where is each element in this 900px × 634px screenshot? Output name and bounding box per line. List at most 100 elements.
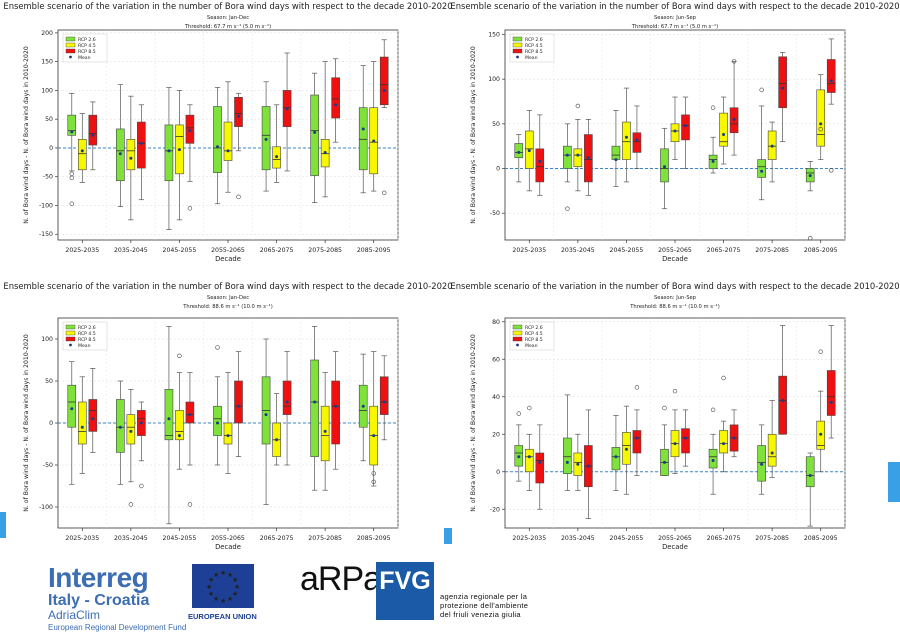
mean-marker xyxy=(313,130,317,134)
legend-mean-label: Mean xyxy=(525,343,538,349)
y-tick-label: -100 xyxy=(39,504,53,511)
outlier-marker xyxy=(662,405,667,411)
y-tick-label: 50 xyxy=(492,121,500,128)
box-rcp26 xyxy=(67,384,77,428)
arpa-line-2: protezione dell'ambiente xyxy=(440,601,529,610)
legend-mean-label: Mean xyxy=(78,55,91,61)
mean-marker xyxy=(285,400,289,404)
chart-title: Ensemble scenario of the variation in th… xyxy=(3,1,452,11)
mean-marker xyxy=(177,434,181,438)
svg-text:★: ★ xyxy=(208,576,214,584)
outlier-marker xyxy=(710,407,716,413)
outlier-marker xyxy=(371,479,376,484)
mean-marker xyxy=(323,151,327,155)
mean-marker xyxy=(118,152,122,156)
mean-marker xyxy=(781,399,785,402)
x-tick-label: 2075-2085 xyxy=(755,247,789,254)
outlier-marker xyxy=(710,105,716,110)
arpa-line-1: agenzia regionale per la xyxy=(440,592,528,601)
mean-marker xyxy=(70,407,74,411)
y-tick-label: 20 xyxy=(492,431,500,438)
box-rcp45 xyxy=(670,123,680,143)
mean-marker xyxy=(188,413,192,417)
y-tick-label: -100 xyxy=(39,202,53,209)
adriaclim-label: AdriaClim xyxy=(48,608,101,622)
mean-marker xyxy=(538,460,542,464)
legend-rcp45-label: RCP 4.5 xyxy=(78,43,96,49)
mean-marker xyxy=(129,156,133,160)
outlier-marker xyxy=(808,236,813,241)
svg-text:★: ★ xyxy=(220,569,226,577)
x-tick-label: 2085-2095 xyxy=(357,247,391,254)
y-axis-label: N. of Bora wind days - N. of Bora wind d… xyxy=(23,46,30,224)
box-rcp45 xyxy=(816,89,826,147)
x-tick-label: 2035-2045 xyxy=(561,247,595,254)
y-tick-label: 100 xyxy=(41,87,53,94)
y-tick-label: 150 xyxy=(41,59,53,66)
arpa-line-3: del friuli venezia giulia xyxy=(440,610,521,619)
y-tick-label: 0 xyxy=(49,145,53,152)
arpa-logo-text: aRPa xyxy=(300,560,382,598)
y-tick-label: 0 xyxy=(496,166,500,173)
chart-season-label: Season: Jan-Dec xyxy=(207,295,249,301)
italy-croatia-label: Italy - Croatia xyxy=(48,592,150,609)
outlier-marker xyxy=(634,385,640,390)
mean-marker xyxy=(576,462,580,466)
svg-text:★: ★ xyxy=(208,590,214,598)
box-rcp85 xyxy=(234,380,243,424)
chart-threshold-label: Threshold: 88.6 m s⁻¹ (10.0 m s⁻¹) xyxy=(629,304,720,310)
y-tick-label: 40 xyxy=(492,394,500,401)
box-rcp45 xyxy=(524,448,534,473)
legend-mean-marker xyxy=(69,55,72,59)
mean-marker xyxy=(711,459,715,462)
y-tick-label: 200 xyxy=(41,30,53,37)
legend-mean-label: Mean xyxy=(525,55,538,61)
box-rcp85 xyxy=(681,428,690,454)
outlier-marker xyxy=(575,103,581,109)
box-rcp26 xyxy=(805,456,815,488)
box-rcp85 xyxy=(778,56,787,109)
mean-marker xyxy=(760,462,764,466)
y-tick-label: -50 xyxy=(490,210,500,217)
legend-rcp45-swatch xyxy=(65,330,76,336)
x-axis-label: Decade xyxy=(215,543,241,551)
box-rcp26 xyxy=(164,389,174,441)
mean-marker xyxy=(237,404,240,408)
x-tick-label: 2045-2055 xyxy=(163,535,197,542)
legend-rcp26-label: RCP 2.6 xyxy=(525,325,543,331)
mean-marker xyxy=(275,155,279,159)
outlier-marker xyxy=(818,126,823,132)
x-tick-label: 2055-2065 xyxy=(658,247,692,254)
box-rcp26 xyxy=(310,94,319,176)
box-rcp26 xyxy=(563,145,572,169)
svg-text:★: ★ xyxy=(232,576,238,584)
outlier-marker xyxy=(382,190,387,196)
mean-marker xyxy=(80,425,84,429)
box-rcp85 xyxy=(137,121,146,169)
chart-title: Ensemble scenario of the variation in th… xyxy=(450,1,899,11)
mean-marker xyxy=(732,436,736,440)
mean-marker xyxy=(673,442,677,446)
mean-marker xyxy=(334,103,338,107)
legend-rcp26-label: RCP 2.6 xyxy=(78,325,96,331)
mean-marker xyxy=(275,438,279,442)
legend-rcp85-swatch xyxy=(65,48,76,54)
box-rcp26 xyxy=(611,447,621,471)
y-tick-label: 60 xyxy=(492,356,500,363)
box-rcp85 xyxy=(379,56,389,106)
decorative-stripe-mid xyxy=(444,528,452,544)
y-axis-label: N. of Bora wind days - N. of Bora wind d… xyxy=(470,46,477,224)
legend-mean-marker xyxy=(516,55,519,59)
chart-threshold-label: Threshold: 67.7 m s⁻¹ (5.0 m s⁻¹) xyxy=(184,24,271,30)
mean-marker xyxy=(760,169,764,173)
mean-marker xyxy=(334,404,338,408)
eu-label: EUROPEAN UNION xyxy=(188,612,257,621)
mean-marker xyxy=(372,434,376,438)
y-tick-label: -20 xyxy=(490,506,500,513)
svg-text:★: ★ xyxy=(232,590,238,598)
y-tick-label: -150 xyxy=(39,231,53,238)
mean-marker xyxy=(586,464,590,468)
box-rcp45 xyxy=(573,148,583,168)
box-rcp26 xyxy=(213,106,222,173)
mean-marker xyxy=(819,432,823,436)
